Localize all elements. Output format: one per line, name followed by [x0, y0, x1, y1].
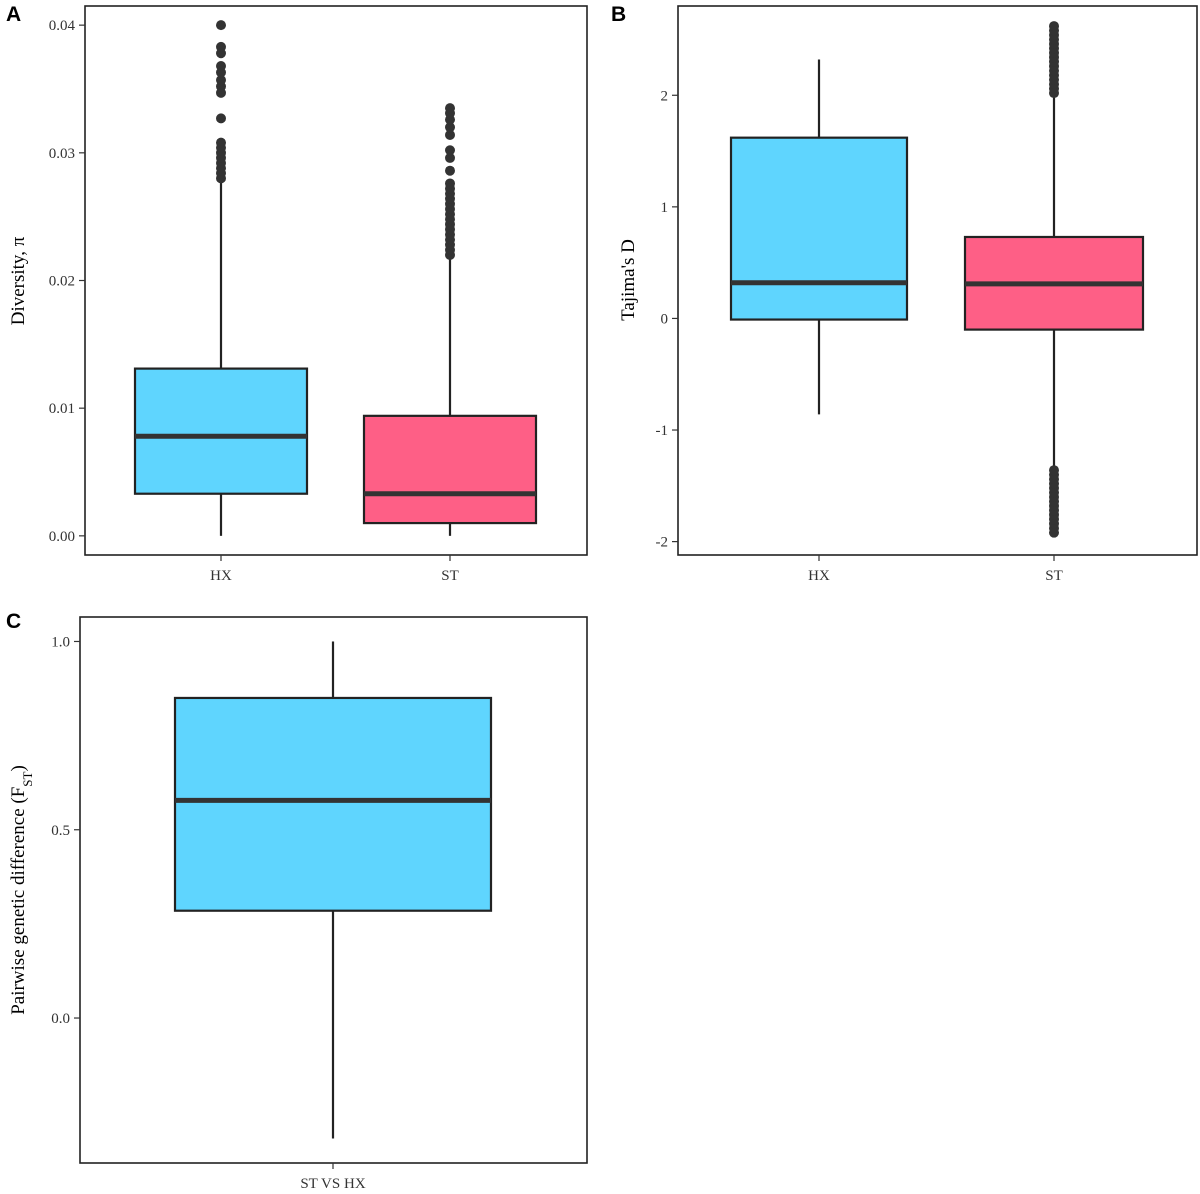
panel-a-y-tick-label: 0.00 — [49, 529, 75, 545]
panel-a-st-outlier-point — [445, 122, 455, 133]
panel-b-st-outlier-point — [1049, 465, 1059, 476]
panel-b-plot: -2 -1 0 1 2 HX ST — [656, 5, 1198, 584]
panel-a-y-tick-label: 0.03 — [49, 146, 75, 162]
panel-c-y-axis-label-main: Pairwise genetic difference (F — [8, 787, 29, 1015]
panel-a-hx-x-tick-label: HX — [210, 568, 232, 584]
panel-b-st-outlier-point — [1049, 21, 1059, 32]
panel-b-plot-frame — [677, 5, 1198, 556]
panel-a-plot: 0.00 0.01 0.02 0.03 0.04 HX ST — [49, 5, 588, 584]
panel-a-hx-outlier-point — [216, 113, 226, 124]
panel-c-plot: 0.0 0.5 1.0 ST VS HX — [51, 616, 588, 1192]
panel-a-y-tick-label: 0.01 — [49, 401, 75, 417]
panel-c-letter: C — [6, 610, 21, 633]
panel-a-st-outlier-point — [445, 152, 455, 163]
panel-c-y-tick-label: 0.0 — [51, 1011, 70, 1027]
panel-a-letter: A — [6, 3, 21, 26]
panel-a-y-tick-label: 0.04 — [49, 18, 76, 34]
panel-b-hx-x-tick-label: HX — [808, 568, 830, 584]
panel-a-st-outlier-point — [445, 165, 455, 176]
panel-a-hx-outlier-point — [216, 41, 226, 52]
panel-c-y-tick-label: 1.0 — [51, 634, 70, 650]
panel-a-st-x-tick-label: ST — [441, 568, 459, 584]
panel-a-st-outlier-point — [445, 145, 455, 156]
panel-b-letter: B — [611, 3, 626, 26]
panel-a-st-outlier-point — [445, 129, 455, 140]
panel-c: C Pairwise genetic difference (FST) 0.00… — [6, 610, 588, 1192]
panel-a-hx-box — [133, 367, 309, 495]
panel-a-y-axis-label: Diversity, π — [8, 236, 29, 325]
panel-a-st-outlier-point — [445, 103, 455, 114]
panel-a-st-box — [362, 414, 538, 525]
panel-a-hx-outlier-point — [216, 20, 226, 31]
panel-c-st-vs-hx-box — [173, 696, 493, 912]
panel-a-st-outlier-point — [445, 178, 455, 189]
panel-a-hx-outlier-point — [216, 137, 226, 148]
panel-b-y-tick-label: 2 — [661, 88, 669, 104]
panel-b-st-x-tick-label: ST — [1045, 568, 1063, 584]
panel-a-y-tick-label: 0.02 — [49, 274, 75, 290]
panel-b-y-axis-label: Tajima's D — [618, 239, 639, 321]
panel-b-y-tick-label: 1 — [661, 200, 669, 216]
panel-b-y-axis-title: Tajima's D — [618, 239, 639, 321]
panel-c-y-axis-title: Pairwise genetic difference (FST) — [8, 765, 35, 1015]
panel-b: B Tajima's D -2 -1 0 1 2 HX ST — [611, 3, 1198, 584]
panel-b-y-tick-label: -2 — [656, 535, 669, 551]
panel-c-st-vs-hx-x-tick-label: ST VS HX — [300, 1176, 365, 1192]
panel-a-hx-outlier-point — [216, 75, 226, 86]
panel-a: A Diversity, π 0.00 0.01 0.02 0.03 0.04 HX ST — [6, 3, 588, 584]
panel-c-y-axis-label: Pairwise genetic difference (FST) — [8, 765, 35, 1015]
panel-b-y-tick-label: 0 — [661, 311, 669, 327]
panel-a-y-axis-title: Diversity, π — [8, 236, 29, 325]
panel-c-y-tick-label: 0.5 — [51, 823, 70, 839]
panel-c-y-axis-label-close: ) — [8, 765, 29, 771]
panel-b-y-tick-label: -1 — [656, 423, 669, 439]
panel-c-y-axis-label-sub: ST — [20, 771, 35, 786]
panel-b-hx-box — [729, 136, 909, 321]
panel-a-hx-outlier-point — [216, 61, 226, 72]
